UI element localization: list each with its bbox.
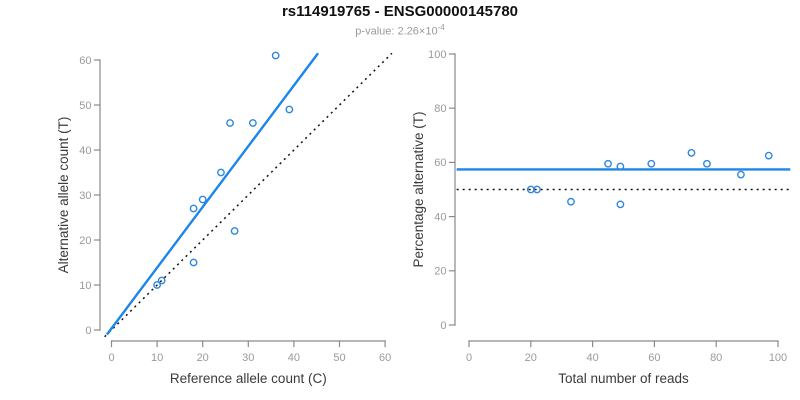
pvalue-exponent: -4 [437, 23, 445, 32]
data-point [248, 119, 257, 127]
x-tick-label: 30 [242, 352, 254, 364]
data-point [703, 159, 711, 168]
data-point [153, 281, 162, 289]
y-tick-label: 60 [79, 55, 91, 67]
data-point [533, 185, 541, 194]
data-point [230, 227, 239, 235]
y-tick-label: 100 [428, 49, 446, 61]
y-tick-label: 40 [434, 211, 446, 223]
data-point [526, 185, 535, 194]
x-axis-title: Total number of reads [558, 371, 689, 386]
data-point [226, 119, 234, 127]
x-tick-label: 10 [151, 352, 163, 364]
x-tick-label: 40 [586, 352, 598, 364]
data-point [285, 105, 294, 114]
data-point [217, 168, 225, 177]
x-axis-title: Reference allele count (C) [170, 371, 327, 386]
y-axis-title: Alternative allele count (T) [56, 117, 71, 274]
regression-line [105, 52, 320, 336]
pvalue-text: p-value: 2.26×10 [355, 25, 438, 38]
x-tick-label: 20 [197, 352, 209, 364]
data-point [604, 159, 612, 168]
y-tick-label: 20 [434, 266, 446, 278]
y-tick-label: 80 [434, 103, 446, 115]
data-point [737, 170, 745, 179]
y-tick-label: 50 [79, 100, 91, 112]
y-tick-label: 60 [434, 157, 446, 169]
data-point [567, 197, 575, 206]
x-tick-label: 0 [108, 352, 114, 364]
data-point [647, 159, 656, 168]
data-point [616, 200, 625, 209]
data-point [271, 51, 280, 60]
x-tick-label: 80 [710, 352, 722, 364]
percentage-vs-reads-scatter: 0 20 40 60 80 100 0 20 40 60 80 100 Total number of … [411, 49, 791, 386]
data-point [764, 151, 773, 160]
data-point [687, 149, 696, 157]
y-tick-label: 0 [440, 320, 446, 332]
data-point [198, 195, 207, 204]
x-tick-label: 50 [333, 352, 345, 364]
data-point [616, 162, 625, 171]
identity-line [104, 52, 393, 338]
x-tick-label: 100 [769, 352, 787, 364]
data-point [189, 204, 198, 213]
y-tick-label: 10 [79, 280, 91, 292]
data-point [157, 276, 166, 285]
y-tick-label: 0 [85, 325, 91, 337]
y-tick-label: 30 [79, 190, 91, 202]
data-point [189, 258, 198, 267]
y-tick-label: 20 [79, 235, 91, 247]
x-tick-label: 60 [379, 352, 391, 364]
y-axis-title: Percentage alternative (T) [411, 111, 426, 267]
x-tick-label: 0 [466, 352, 472, 364]
x-tick-label: 20 [525, 352, 537, 364]
x-tick-label: 60 [648, 352, 660, 364]
allele-counts-scatter: 0 10 20 30 40 50 60 0 10 20 30 40 50 60 Reference alle… [56, 51, 393, 386]
figure-title: rs114919765 - ENSG00000145780 [281, 3, 519, 20]
y-tick-label: 40 [79, 145, 91, 157]
figure-subtitle: p-value: 2.26×10-4 [0, 23, 800, 38]
x-tick-label: 40 [288, 352, 300, 364]
